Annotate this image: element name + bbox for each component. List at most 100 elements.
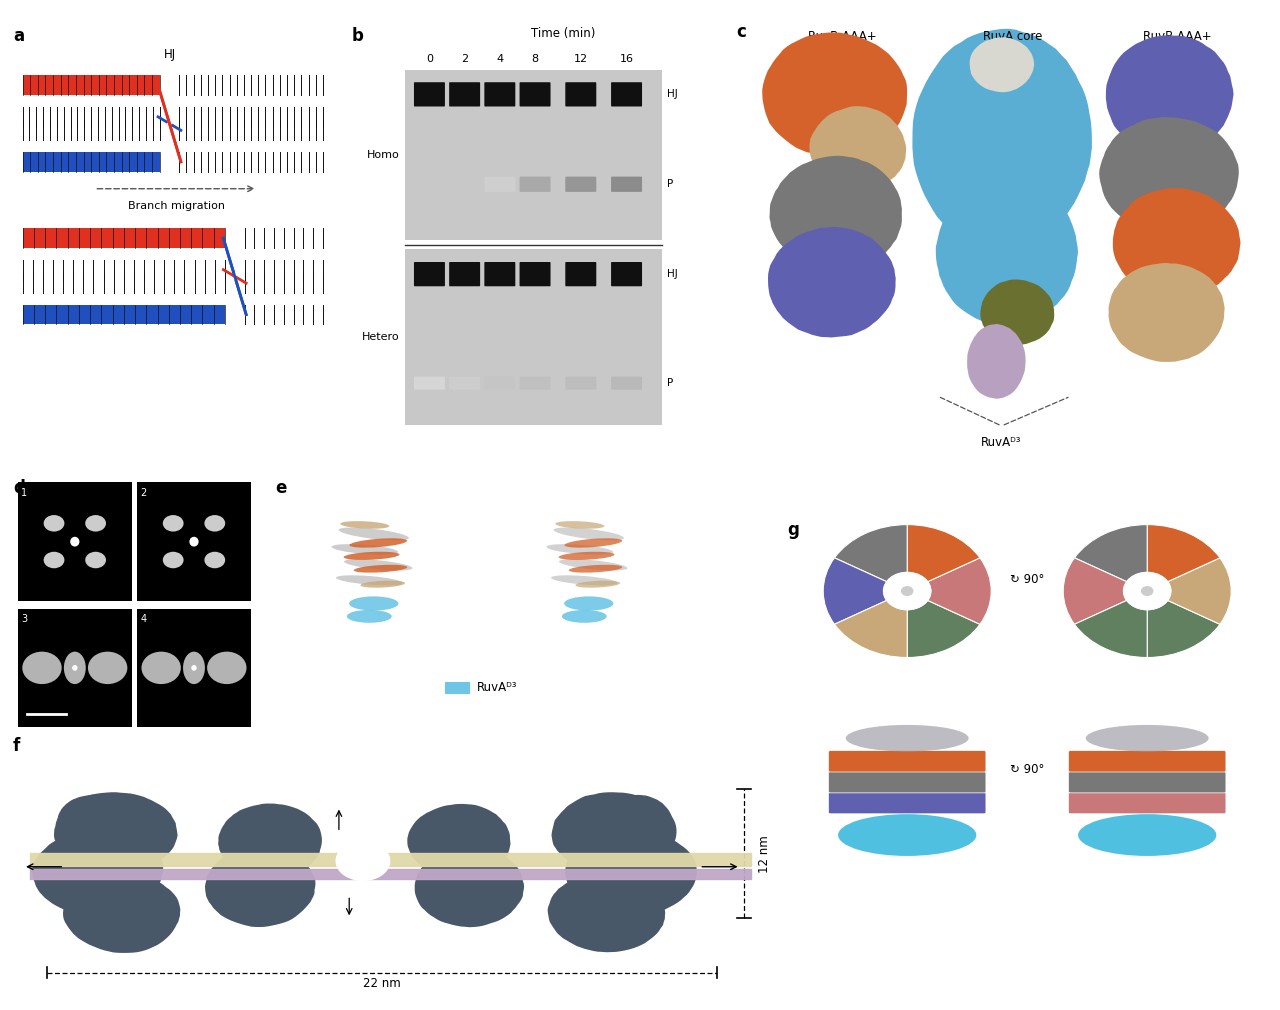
- Ellipse shape: [353, 565, 407, 573]
- Wedge shape: [823, 558, 887, 624]
- Ellipse shape: [150, 659, 173, 678]
- Polygon shape: [407, 804, 511, 879]
- Text: 12: 12: [573, 54, 588, 64]
- Wedge shape: [928, 558, 991, 624]
- Text: 16: 16: [620, 54, 634, 64]
- Ellipse shape: [1078, 814, 1216, 855]
- Bar: [179, 107, 323, 126]
- Ellipse shape: [547, 544, 613, 554]
- Bar: [23, 120, 160, 140]
- Polygon shape: [335, 841, 390, 881]
- Ellipse shape: [187, 659, 201, 678]
- FancyBboxPatch shape: [566, 82, 596, 106]
- Ellipse shape: [332, 544, 398, 554]
- Polygon shape: [936, 178, 1078, 326]
- Ellipse shape: [1085, 725, 1208, 751]
- Ellipse shape: [349, 596, 398, 611]
- Text: P: P: [667, 378, 673, 388]
- Bar: [179, 152, 323, 172]
- Ellipse shape: [558, 551, 614, 560]
- Polygon shape: [552, 792, 677, 874]
- Polygon shape: [1112, 188, 1240, 297]
- Bar: [244, 260, 323, 280]
- Ellipse shape: [838, 814, 977, 855]
- Text: RuvB AAA+: RuvB AAA+: [808, 30, 877, 43]
- Ellipse shape: [170, 558, 177, 563]
- Text: 3: 3: [22, 614, 27, 624]
- FancyBboxPatch shape: [520, 82, 550, 106]
- Ellipse shape: [96, 659, 119, 678]
- FancyBboxPatch shape: [484, 377, 516, 390]
- FancyBboxPatch shape: [828, 772, 986, 793]
- Text: HJ: HJ: [667, 269, 678, 279]
- Ellipse shape: [347, 610, 392, 623]
- Text: f: f: [13, 736, 20, 754]
- Ellipse shape: [562, 610, 607, 623]
- Text: 0: 0: [426, 54, 433, 64]
- Ellipse shape: [36, 663, 47, 673]
- Polygon shape: [980, 280, 1055, 345]
- Bar: [244, 305, 323, 324]
- Bar: [137, 609, 251, 727]
- FancyBboxPatch shape: [828, 793, 986, 814]
- FancyBboxPatch shape: [484, 177, 516, 192]
- Ellipse shape: [70, 536, 79, 546]
- Bar: [244, 274, 323, 293]
- Ellipse shape: [155, 663, 168, 673]
- Ellipse shape: [166, 556, 179, 565]
- FancyBboxPatch shape: [611, 177, 643, 192]
- FancyBboxPatch shape: [1069, 750, 1226, 772]
- Wedge shape: [835, 524, 908, 582]
- Ellipse shape: [209, 556, 221, 565]
- Ellipse shape: [47, 556, 60, 565]
- Ellipse shape: [215, 659, 238, 678]
- Ellipse shape: [183, 651, 205, 684]
- Ellipse shape: [170, 521, 177, 526]
- Bar: [445, 682, 470, 694]
- Ellipse shape: [86, 551, 106, 569]
- FancyBboxPatch shape: [520, 177, 550, 192]
- Ellipse shape: [361, 581, 404, 588]
- Ellipse shape: [90, 518, 102, 528]
- Bar: [23, 305, 225, 324]
- Wedge shape: [1074, 600, 1147, 658]
- Ellipse shape: [349, 538, 407, 547]
- Wedge shape: [1074, 524, 1147, 582]
- Ellipse shape: [189, 536, 198, 546]
- Polygon shape: [763, 32, 908, 157]
- Text: 2: 2: [141, 488, 147, 498]
- Text: RuvAᴰ³: RuvAᴰ³: [982, 436, 1021, 448]
- Ellipse shape: [207, 651, 247, 684]
- Wedge shape: [1167, 558, 1231, 624]
- Wedge shape: [1147, 524, 1220, 582]
- Text: ↻ 90°: ↻ 90°: [1010, 763, 1044, 776]
- Ellipse shape: [44, 515, 64, 531]
- Text: 22 nm: 22 nm: [364, 977, 401, 990]
- Ellipse shape: [343, 551, 399, 560]
- Polygon shape: [1106, 35, 1234, 153]
- Text: 4: 4: [141, 614, 147, 624]
- Ellipse shape: [568, 565, 622, 573]
- FancyBboxPatch shape: [520, 262, 550, 286]
- Bar: [404, 70, 662, 240]
- Polygon shape: [768, 227, 896, 337]
- FancyBboxPatch shape: [484, 82, 516, 106]
- Ellipse shape: [163, 515, 183, 531]
- Ellipse shape: [90, 556, 102, 565]
- FancyBboxPatch shape: [1069, 793, 1226, 814]
- Ellipse shape: [88, 651, 127, 684]
- Ellipse shape: [564, 596, 613, 611]
- Wedge shape: [1147, 600, 1220, 658]
- Text: Hetero: Hetero: [362, 332, 399, 342]
- Text: c: c: [736, 22, 746, 40]
- Polygon shape: [809, 106, 906, 191]
- Ellipse shape: [559, 560, 627, 571]
- Text: Homo: Homo: [367, 150, 399, 160]
- Bar: [23, 107, 160, 126]
- Text: e: e: [275, 479, 287, 497]
- Ellipse shape: [142, 651, 180, 684]
- FancyBboxPatch shape: [566, 177, 596, 192]
- Polygon shape: [205, 846, 315, 927]
- Ellipse shape: [340, 521, 389, 528]
- Text: a: a: [13, 27, 24, 44]
